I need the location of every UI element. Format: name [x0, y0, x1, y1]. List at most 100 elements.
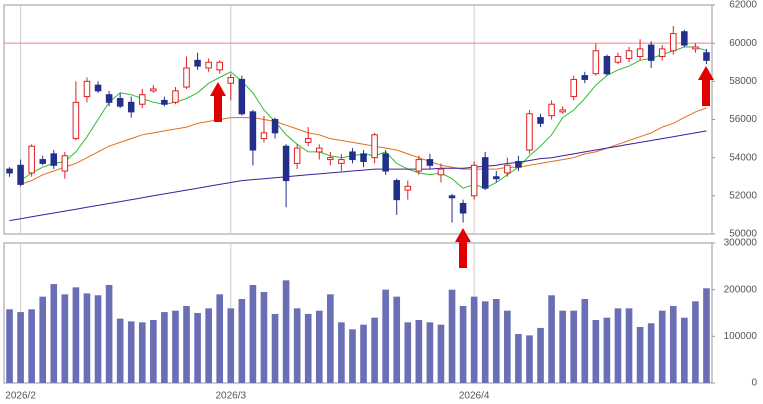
candle-body	[216, 61, 223, 71]
candle-body	[570, 78, 577, 98]
volume-bar	[603, 317, 611, 383]
candle-body	[349, 151, 356, 161]
y-tick-label: 52000	[729, 190, 757, 201]
candle-body	[249, 111, 257, 151]
y-tick-label: 62000	[729, 0, 757, 11]
moving-average-line	[20, 107, 707, 185]
candle-body	[681, 31, 688, 46]
candle-body	[327, 157, 334, 161]
volume-bar	[127, 321, 135, 383]
volume-bar	[116, 318, 124, 383]
candle-body	[703, 52, 710, 61]
candle-body	[127, 101, 135, 113]
annotation-arrow	[455, 228, 471, 268]
candle-body	[437, 168, 445, 176]
volume-bar	[592, 320, 600, 383]
volume-bar	[349, 329, 356, 383]
candle-body	[448, 195, 456, 199]
candle-body	[393, 180, 400, 201]
candle-body	[116, 98, 124, 107]
volume-bar	[271, 313, 279, 383]
candle-body	[293, 147, 301, 164]
volume-bar	[504, 310, 511, 383]
annotation-arrow	[698, 66, 714, 106]
volume-bar	[625, 308, 633, 383]
candle-body	[161, 99, 168, 105]
candle-body	[360, 153, 367, 162]
volume-bar	[393, 296, 401, 383]
x-tick-label: 2026/2	[5, 391, 36, 402]
candle-body	[559, 109, 566, 113]
volume-bar	[669, 306, 677, 383]
volume-tick-label: 0	[751, 378, 757, 389]
candle-body	[636, 48, 644, 58]
candle-body	[614, 56, 622, 63]
candle-body	[581, 75, 589, 80]
volume-bar	[61, 294, 69, 383]
volume-bar	[581, 299, 589, 383]
volume-bar	[537, 327, 544, 383]
volume-bar	[72, 287, 80, 383]
candle-body	[238, 78, 246, 115]
candle-body	[304, 138, 312, 143]
candle-body	[83, 80, 91, 98]
volume-tick-label: 300000	[724, 238, 758, 249]
volume-tick-label: 200000	[724, 284, 758, 295]
candle-body	[592, 50, 600, 75]
volume-tick-label: 100000	[724, 331, 758, 342]
volume-bar	[293, 308, 301, 383]
candle-body	[105, 94, 113, 103]
candle-body	[271, 119, 279, 134]
volume-bar	[172, 310, 179, 383]
volume-bar	[404, 322, 412, 383]
candle-body	[426, 159, 434, 166]
candle-body	[371, 134, 378, 159]
volume-bar	[183, 306, 190, 383]
candle-body	[183, 67, 190, 88]
volume-bar	[105, 285, 113, 383]
moving-average-line	[9, 130, 707, 222]
candle-body	[205, 61, 212, 69]
candle-body	[415, 159, 423, 172]
volume-bar	[647, 323, 655, 383]
candle-body	[50, 153, 58, 166]
volume-bar	[492, 299, 500, 383]
volume-bar	[703, 288, 710, 383]
volume-bar	[481, 301, 489, 383]
candle-body	[692, 46, 699, 50]
volume-bar	[161, 312, 168, 383]
candle-body	[537, 117, 544, 124]
candle-body	[493, 176, 500, 180]
volume-bar	[50, 284, 58, 383]
volume-bar	[658, 310, 666, 383]
volume-bar	[448, 289, 456, 383]
volume-bar	[327, 294, 334, 383]
y-tick-label: 56000	[729, 114, 757, 125]
price-panel	[3, 4, 713, 235]
candle-body	[459, 202, 467, 214]
volume-bar	[260, 292, 268, 383]
volume-bar	[28, 309, 35, 383]
volume-bar	[437, 324, 445, 383]
volume-bar	[426, 322, 434, 383]
candle-body	[139, 94, 146, 105]
candle-body	[658, 48, 666, 58]
candle-body	[61, 155, 69, 172]
volume-bar	[338, 322, 345, 383]
candle-body	[481, 157, 489, 189]
volume-bar	[470, 296, 478, 383]
volume-bar	[681, 317, 688, 383]
candle-body	[150, 88, 157, 92]
candle-body	[227, 77, 235, 84]
volume-bar	[282, 280, 290, 383]
candle-body	[172, 90, 179, 103]
volume-bar	[415, 320, 423, 383]
volume-bar	[17, 312, 24, 383]
volume-bar	[216, 294, 224, 383]
candle-body	[382, 153, 389, 172]
volume-bar	[150, 320, 157, 383]
volume-bar	[614, 308, 622, 383]
volume-bar	[526, 335, 533, 383]
